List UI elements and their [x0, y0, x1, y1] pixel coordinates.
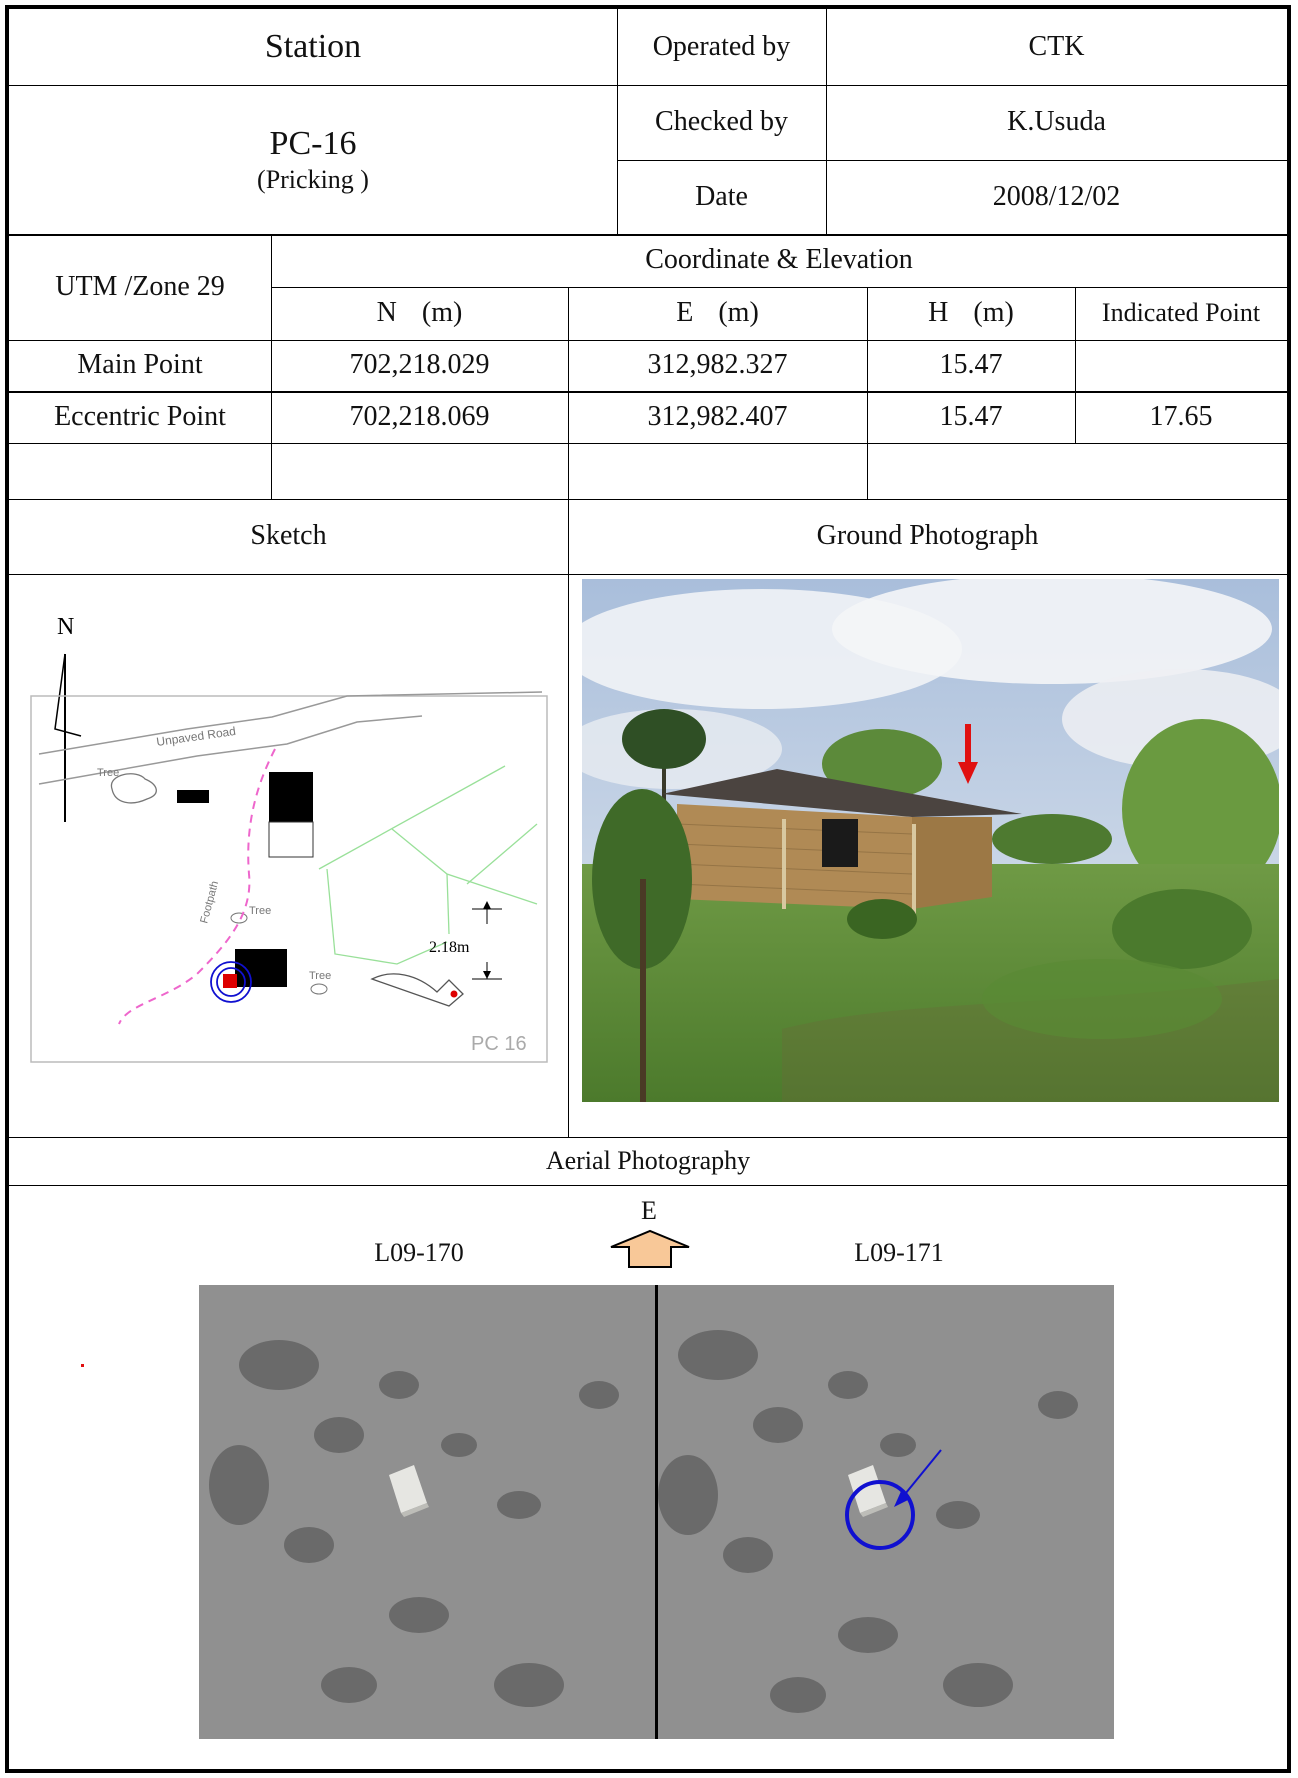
field-line	[466, 823, 538, 885]
row-main-label: Main Point	[77, 349, 203, 381]
footpath-label: Footpath	[198, 880, 221, 925]
station-label: Station	[264, 28, 362, 66]
station-circle-icon	[210, 961, 252, 1003]
row-main-h: 15.47	[939, 349, 1003, 381]
building-icon	[268, 821, 314, 858]
station-marker-icon	[223, 974, 237, 988]
rule	[9, 234, 1287, 236]
row-main-ip	[1075, 340, 1287, 391]
road-edge	[38, 691, 543, 755]
tree-icon	[111, 773, 157, 804]
rule	[867, 287, 868, 499]
col-h: H (m)	[928, 297, 1014, 329]
north-arrow-head-icon	[54, 653, 82, 737]
row-ecc-label: Eccentric Point	[54, 400, 226, 432]
rule	[9, 340, 1287, 341]
field-line	[318, 765, 506, 870]
rule	[9, 574, 1287, 575]
north-label: N	[57, 614, 74, 640]
road-edge	[38, 715, 423, 785]
field-line	[446, 873, 450, 935]
sketch-frame	[30, 695, 548, 1063]
station-id-cell: PC-16 (Pricking )	[9, 85, 617, 234]
target-arrow-head-icon	[894, 1489, 910, 1507]
row-ecc-e: 312,982.407	[647, 400, 788, 432]
building-icon	[235, 949, 287, 987]
station-id: PC-16	[269, 124, 357, 162]
row-ecc-ip: 17.65	[1149, 400, 1213, 432]
rule	[9, 1185, 1287, 1186]
rule	[826, 9, 827, 234]
row-ecc-n: 702,218.069	[349, 400, 490, 432]
rule	[9, 85, 1287, 86]
footpath	[118, 748, 276, 1025]
field-line	[391, 828, 538, 905]
tree-icon	[230, 912, 248, 924]
rule	[9, 499, 1287, 500]
dimension-arrow-icon	[483, 971, 491, 979]
eccentric-outline	[370, 973, 464, 1007]
red-dot-mark	[81, 1364, 84, 1367]
target-arrow-icon	[900, 1449, 942, 1500]
ground-photograph	[582, 579, 1279, 1102]
rule	[271, 234, 272, 499]
aerial-photo-left	[199, 1285, 655, 1739]
col-n: N (m)	[376, 297, 463, 329]
building-icon	[177, 790, 209, 803]
rule	[271, 287, 1287, 288]
row-main-n: 702,218.029	[349, 349, 490, 381]
east-arrow-icon	[610, 1229, 690, 1268]
row-main-e: 312,982.327	[647, 349, 788, 381]
tree-label: Tree	[309, 970, 331, 982]
operated-by-value: CTK	[1028, 30, 1085, 62]
ground-photo-heading: Ground Photograph	[816, 520, 1039, 552]
dimension-arrow-icon	[483, 901, 491, 909]
operated-by-label: Operated by	[652, 30, 791, 62]
col-e: E (m)	[676, 297, 759, 329]
station-tag: PC 16	[471, 1033, 527, 1055]
rule	[9, 1137, 1287, 1138]
rule	[568, 287, 569, 1137]
distance-label: 2.18m	[429, 939, 470, 956]
date-label: Date	[695, 180, 748, 212]
aerial-heading: Aerial Photography	[545, 1145, 751, 1175]
tree-label: Tree	[97, 767, 119, 779]
zone-label: UTM /Zone 29	[55, 270, 225, 302]
tree-label: Tree	[249, 905, 271, 917]
station-sub: (Pricking )	[257, 164, 369, 194]
date-value: 2008/12/02	[992, 180, 1121, 212]
building-icon	[269, 772, 313, 822]
aerial-right-id: L09-171	[854, 1237, 944, 1267]
red-arrow-shaft	[965, 724, 971, 764]
col-indicated-point: Indicated Point	[1101, 298, 1261, 328]
site-sketch: N Unpaved Road Tree Tree Tree Footpath	[17, 584, 562, 1064]
sketch-heading: Sketch	[250, 520, 327, 552]
coord-group-label: Coordinate & Elevation	[645, 244, 913, 276]
aerial-photo-right	[658, 1285, 1114, 1739]
station-sheet: Station PC-16 (Pricking ) Operated by CT…	[5, 5, 1291, 1773]
rule	[9, 391, 1287, 393]
target-circle-icon	[845, 1480, 915, 1550]
eccentric-point-icon	[450, 990, 458, 998]
aerial-left-id: L09-170	[374, 1237, 464, 1267]
checked-by-value: K.Usuda	[1007, 106, 1106, 138]
direction-label: E	[641, 1195, 657, 1225]
red-arrow-icon	[958, 762, 978, 784]
rule	[9, 443, 1287, 444]
field-line	[326, 868, 448, 965]
rule	[617, 9, 618, 234]
tree-icon	[310, 983, 328, 995]
checked-by-label: Checked by	[655, 106, 788, 138]
aerial-divider	[655, 1285, 658, 1739]
station-circle-icon	[216, 967, 246, 997]
row-ecc-h: 15.47	[939, 400, 1003, 432]
rule	[1075, 287, 1076, 443]
rule	[617, 160, 1287, 161]
